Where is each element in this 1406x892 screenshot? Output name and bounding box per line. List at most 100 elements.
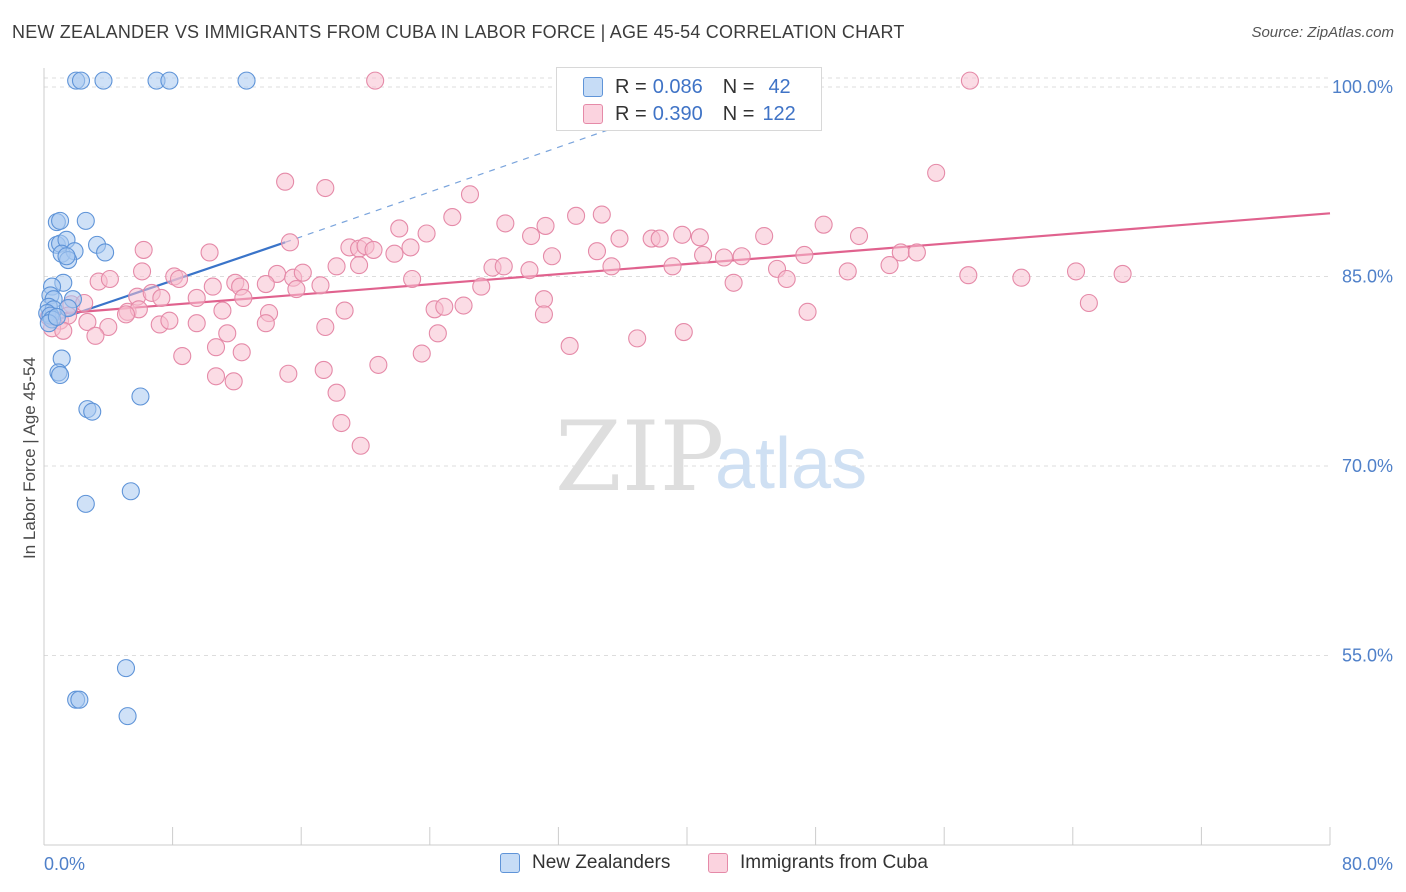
- point-cuba: [428, 324, 447, 343]
- correlation-legend: R = 0.086 N = 42 R = 0.390 N = 122: [556, 67, 822, 131]
- point-cuba: [610, 229, 629, 248]
- point-cuba: [100, 269, 119, 289]
- point-cuba: [454, 296, 473, 315]
- point-cuba: [592, 205, 611, 224]
- point-new-zealanders: [118, 707, 137, 726]
- point-new-zealanders: [76, 494, 95, 513]
- data-points: [38, 71, 1132, 726]
- point-cuba: [435, 297, 454, 316]
- point-cuba: [494, 257, 513, 276]
- point-cuba: [350, 256, 369, 275]
- point-cuba: [327, 257, 346, 276]
- watermark-zip: ZIP: [555, 401, 724, 513]
- legend-item-new-zealanders: New Zealanders: [500, 852, 670, 874]
- point-new-zealanders: [160, 71, 179, 90]
- point-cuba: [311, 276, 330, 295]
- point-cuba: [316, 317, 335, 337]
- legend-swatch-pink: [583, 104, 603, 124]
- y-tick-labels: 55.0% 70.0% 85.0% 100.0%: [1332, 77, 1393, 666]
- legend-item-label: New Zealanders: [532, 852, 671, 873]
- point-cuba: [332, 413, 351, 433]
- point-cuba: [755, 226, 774, 246]
- legend-item-label: Immigrants from Cuba: [740, 852, 928, 873]
- point-cuba: [587, 242, 607, 261]
- point-cuba: [694, 245, 713, 265]
- point-cuba: [403, 269, 422, 289]
- point-cuba: [798, 302, 817, 321]
- point-cuba: [390, 219, 409, 238]
- point-cuba: [169, 269, 189, 289]
- point-cuba: [650, 229, 669, 248]
- point-cuba: [567, 206, 586, 225]
- point-cuba: [417, 224, 436, 243]
- point-cuba: [335, 301, 354, 320]
- point-cuba: [256, 314, 275, 333]
- point-cuba: [534, 290, 553, 309]
- point-cuba: [351, 436, 370, 455]
- legend-swatch-blue: [583, 77, 603, 97]
- point-cuba: [690, 228, 709, 247]
- point-cuba: [327, 383, 346, 402]
- x-tick-min: 0.0%: [44, 854, 85, 874]
- point-cuba: [364, 240, 383, 259]
- point-cuba: [86, 326, 105, 345]
- point-new-zealanders: [237, 71, 256, 90]
- point-cuba: [724, 273, 743, 292]
- point-cuba: [234, 288, 253, 307]
- legend-r-value: 0.086: [652, 75, 703, 98]
- chart-title: NEW ZEALANDER VS IMMIGRANTS FROM CUBA IN…: [12, 22, 905, 42]
- point-cuba: [78, 312, 97, 331]
- point-cuba: [732, 247, 751, 266]
- point-cuba: [385, 244, 404, 263]
- point-cuba: [369, 355, 388, 374]
- gridlines: [44, 77, 1330, 656]
- point-cuba: [880, 256, 899, 275]
- axes: [43, 68, 1331, 846]
- point-cuba: [1066, 262, 1086, 281]
- point-cuba: [287, 280, 306, 299]
- point-cuba: [838, 262, 857, 281]
- point-cuba: [674, 323, 693, 342]
- point-cuba: [714, 248, 734, 267]
- point-cuba: [224, 372, 243, 391]
- point-cuba: [560, 336, 579, 356]
- point-new-zealanders: [83, 402, 102, 421]
- point-cuba: [293, 263, 312, 282]
- point-cuba: [203, 277, 222, 296]
- point-cuba: [314, 360, 333, 380]
- point-cuba: [959, 266, 978, 285]
- point-new-zealanders: [76, 211, 95, 230]
- y-tick-label: 85.0%: [1342, 266, 1393, 286]
- point-new-zealanders: [51, 211, 70, 230]
- point-new-zealanders: [57, 247, 76, 266]
- point-cuba: [522, 226, 541, 246]
- point-new-zealanders: [51, 365, 70, 385]
- legend-n-label: N =: [722, 75, 755, 98]
- y-tick-label: 70.0%: [1342, 456, 1393, 476]
- point-cuba: [602, 257, 621, 276]
- point-new-zealanders: [121, 482, 140, 501]
- point-cuba: [116, 305, 136, 324]
- point-cuba: [232, 343, 251, 362]
- point-cuba: [927, 163, 946, 182]
- point-cuba: [472, 277, 491, 296]
- legend-r-value: 0.390: [652, 102, 703, 125]
- point-cuba: [134, 240, 153, 259]
- point-cuba: [1079, 293, 1098, 313]
- point-new-zealanders: [47, 307, 66, 326]
- point-cuba: [280, 233, 299, 252]
- point-cuba: [907, 243, 926, 262]
- point-cuba: [218, 324, 237, 343]
- point-cuba: [628, 329, 647, 348]
- legend-swatch-blue: [500, 853, 520, 873]
- point-cuba: [99, 317, 118, 337]
- legend-r-label: R =: [615, 75, 647, 98]
- point-new-zealanders: [131, 387, 150, 406]
- point-cuba: [960, 71, 979, 90]
- watermark-atlas: atlas: [715, 424, 867, 504]
- point-new-zealanders: [71, 71, 91, 90]
- x-tick-max: 80.0%: [1342, 854, 1393, 874]
- legend-n-value: 42: [768, 75, 791, 98]
- point-new-zealanders: [94, 71, 113, 90]
- point-cuba: [316, 178, 335, 198]
